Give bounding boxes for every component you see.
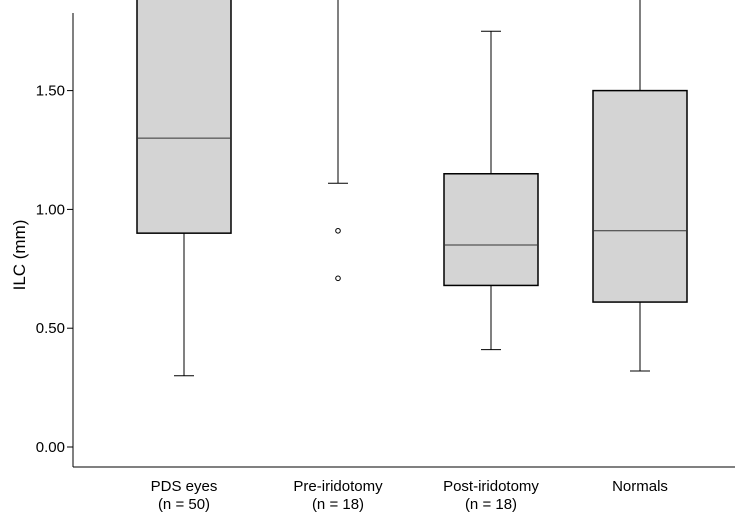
iqr-box-3 xyxy=(592,89,688,303)
box-2 xyxy=(443,30,539,351)
box-1 xyxy=(328,0,348,282)
box-0 xyxy=(136,0,232,377)
category-n-label-2: (n = 18) xyxy=(465,496,517,512)
boxes xyxy=(136,0,688,377)
category-n-label-1: (n = 18) xyxy=(312,496,364,512)
y-tick-label-2: 1.00 xyxy=(36,201,65,218)
outlier-1-0 xyxy=(335,227,341,234)
y-tick-label-1: 0.50 xyxy=(36,320,65,337)
category-label-2: Post-iridotomy xyxy=(443,478,539,495)
category-n-label-0: (n = 50) xyxy=(158,496,210,512)
outlier-1-1 xyxy=(335,275,341,282)
y-tick-label-0: 0.00 xyxy=(36,439,65,456)
y-axis-title: ILC (mm) xyxy=(10,220,29,291)
category-label-1: Pre-iridotomy xyxy=(293,478,383,495)
labels: PDS eyes(n = 50)Pre-iridotomy(n = 18)Pos… xyxy=(151,478,668,512)
y-tick-label-3: 1.50 xyxy=(36,83,65,100)
category-label-0: PDS eyes xyxy=(151,478,218,495)
axes: 0.000.501.001.502.002.503.003.50 xyxy=(36,13,735,468)
category-label-3: Normals xyxy=(612,478,668,495)
box-3 xyxy=(592,0,688,372)
iqr-box-0 xyxy=(136,0,232,234)
iqr-box-2 xyxy=(443,173,539,287)
